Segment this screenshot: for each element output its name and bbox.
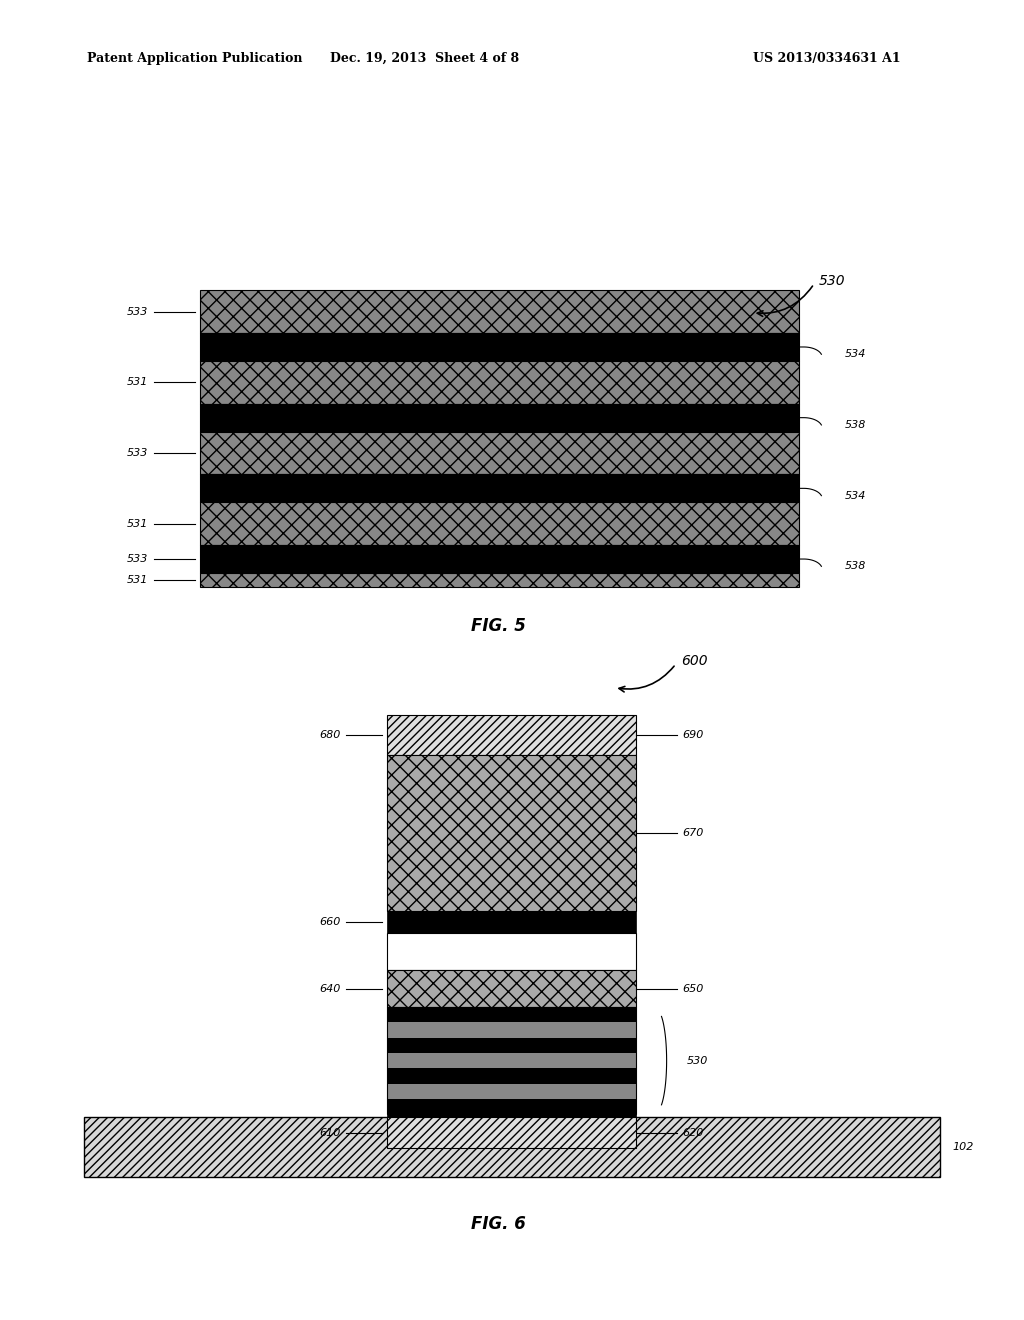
Text: 600: 600 [681, 655, 708, 668]
Bar [200, 432, 799, 474]
Bar [387, 715, 636, 755]
Text: 640: 640 [319, 983, 341, 994]
Text: Patent Application Publication: Patent Application Publication [87, 51, 302, 65]
Text: 533: 533 [127, 554, 148, 564]
Bar [200, 573, 799, 587]
Bar [387, 970, 636, 1007]
Bar [387, 911, 636, 933]
Bar [387, 1038, 636, 1053]
Text: 680: 680 [319, 730, 341, 741]
Bar [387, 1007, 636, 1114]
Text: 533: 533 [127, 306, 148, 317]
Bar [387, 1007, 636, 1023]
Text: FIG. 5: FIG. 5 [471, 616, 526, 635]
Bar [200, 290, 799, 333]
Bar [387, 1053, 636, 1068]
Bar [387, 1114, 636, 1117]
Bar [387, 933, 636, 970]
Text: 538: 538 [845, 561, 866, 572]
Text: Dec. 19, 2013  Sheet 4 of 8: Dec. 19, 2013 Sheet 4 of 8 [331, 51, 519, 65]
Text: FIG. 6: FIG. 6 [471, 1214, 526, 1233]
Text: 650: 650 [682, 983, 703, 994]
Text: 531: 531 [127, 519, 148, 529]
Bar [387, 1117, 636, 1148]
Bar [200, 545, 799, 573]
Text: 102: 102 [952, 1142, 974, 1152]
Bar [387, 1068, 636, 1084]
Bar [387, 1084, 636, 1098]
Text: 538: 538 [845, 420, 866, 430]
Bar [387, 1098, 636, 1114]
Text: 620: 620 [682, 1127, 703, 1138]
Bar [200, 362, 799, 404]
Bar [200, 404, 799, 432]
Text: 530: 530 [687, 1056, 709, 1065]
Text: 531: 531 [127, 576, 148, 585]
Bar [387, 755, 636, 911]
Bar [200, 474, 799, 503]
Bar [200, 503, 799, 545]
Text: 533: 533 [127, 447, 148, 458]
Text: 534: 534 [845, 350, 866, 359]
Text: 610: 610 [319, 1127, 341, 1138]
Text: 660: 660 [319, 917, 341, 927]
Text: 690: 690 [682, 730, 703, 741]
Text: 670: 670 [682, 828, 703, 838]
Bar [387, 1023, 636, 1038]
Text: US 2013/0334631 A1: US 2013/0334631 A1 [753, 51, 900, 65]
Bar [84, 1117, 940, 1177]
Text: 534: 534 [845, 491, 866, 500]
Text: 530: 530 [819, 275, 846, 288]
Text: 531: 531 [127, 378, 148, 387]
Bar [200, 333, 799, 362]
